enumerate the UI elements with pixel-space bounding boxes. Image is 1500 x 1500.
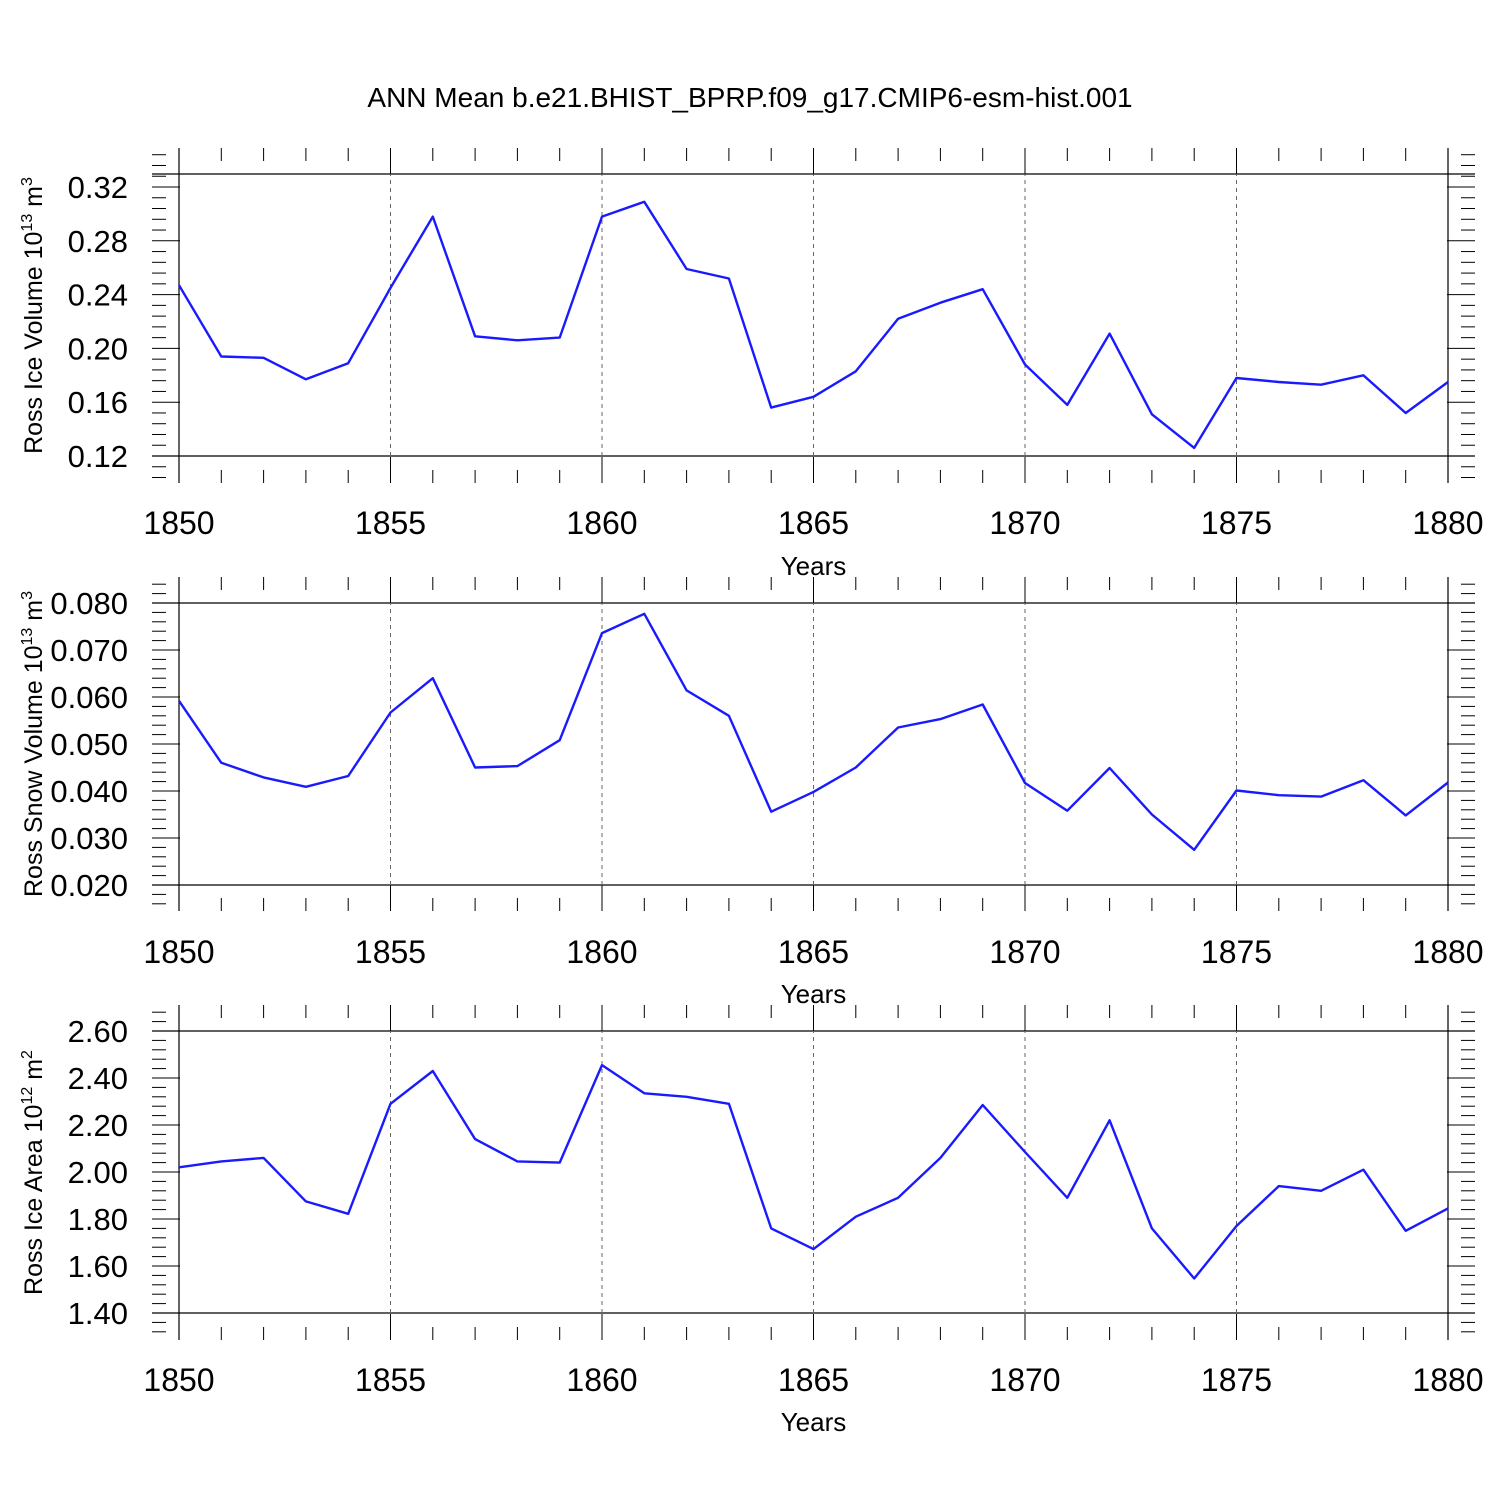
x-tick-label: 1865 [778,934,849,970]
y-tick-label: 0.24 [68,278,128,313]
series-line [178,1063,1449,1280]
y-tick-label: 0.080 [50,586,128,621]
y-axis-label: Ross Ice Area 1012 m2 [19,1050,48,1295]
chart-panel-3: 1.40 1.60 1.80 2.00 2.20 2.40 2.60 1850 1855 1860… [19,1005,1484,1437]
y-tick-label: 2.20 [68,1108,128,1143]
x-tick-label: 1850 [143,1362,214,1398]
y-tick-label: 0.060 [50,680,128,715]
y-tick-label: 0.20 [68,331,128,366]
y-tick-label: 0.32 [68,170,128,205]
x-tick-label: 1875 [1201,505,1272,541]
chart-panel-2: 0.020 0.030 0.040 0.050 0.060 0.070 0.080 1850 1… [19,577,1484,1009]
y-tick-label: 1.40 [68,1296,128,1331]
x-tick-label: 1850 [143,505,214,541]
x-tick-label: 1860 [566,1362,637,1398]
x-tick-label: 1865 [778,505,849,541]
y-tick-label: 2.40 [68,1061,128,1096]
y-tick-label: 0.020 [50,868,128,903]
x-tick-label: 1875 [1201,934,1272,970]
y-axis-label: Ross Snow Volume 1013 m3 [19,591,48,897]
x-axis-label: Years [781,1407,847,1437]
y-axis-label: Ross Ice Volume 1013 m3 [19,177,48,454]
y-tick-label: 0.12 [68,439,128,474]
x-tick-label: 1880 [1412,1362,1483,1398]
y-tick-label: 1.60 [68,1249,128,1284]
x-tick-label: 1880 [1412,505,1483,541]
y-tick-label: 1.80 [68,1202,128,1237]
x-tick-label: 1870 [989,934,1060,970]
x-axis-label: Years [781,551,847,581]
x-tick-label: 1855 [355,934,426,970]
x-tick-label: 1870 [989,1362,1060,1398]
x-tick-label: 1860 [566,934,637,970]
y-tick-label: 0.070 [50,633,128,668]
y-tick-label: 0.28 [68,224,128,259]
chart-panel-1: 0.12 0.16 0.20 0.24 0.28 0.32 1850 1855 1860 1865… [19,148,1484,581]
y-tick-label: 0.030 [50,821,128,856]
x-tick-label: 1870 [989,505,1060,541]
y-tick-label: 0.040 [50,774,128,809]
series-line [177,200,1449,450]
x-tick-label: 1865 [778,1362,849,1398]
x-tick-label: 1850 [143,934,214,970]
y-tick-label: 0.050 [50,727,128,762]
x-tick-label: 1855 [355,505,426,541]
y-tick-label: 2.60 [68,1014,128,1049]
page-title: ANN Mean b.e21.BHIST_BPRP.f09_g17.CMIP6-… [367,82,1133,113]
x-axis-label: Years [781,979,847,1009]
y-tick-label: 2.00 [68,1155,128,1190]
x-tick-label: 1855 [355,1362,426,1398]
series-line [178,612,1449,851]
y-tick-label: 0.16 [68,385,128,420]
x-tick-label: 1880 [1412,934,1483,970]
x-tick-label: 1860 [566,505,637,541]
x-tick-label: 1875 [1201,1362,1272,1398]
